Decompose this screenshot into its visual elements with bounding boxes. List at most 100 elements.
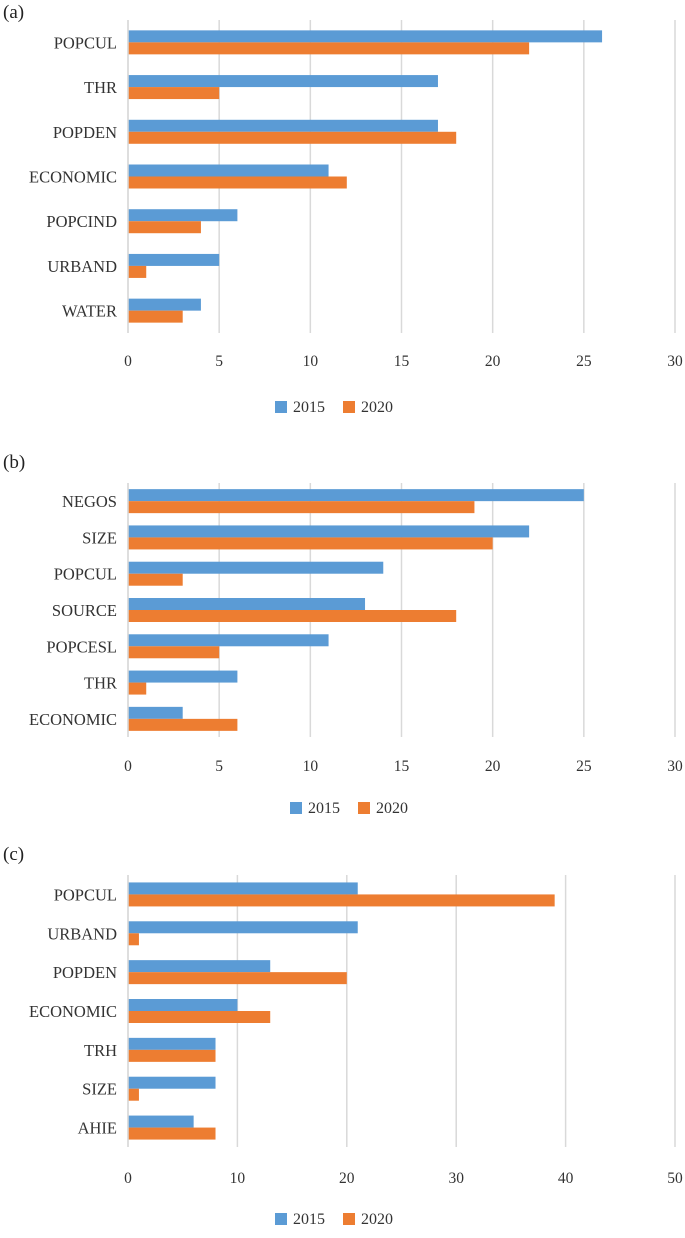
legend-swatch-2015 (275, 401, 287, 413)
chart-panel-b: (b) 0 5 10 15 20 25 30 NEGOS SIZE POPCUL SOURCE POP… (0, 450, 685, 830)
bar-chart-a: 0 5 10 15 20 25 30 POPCUL THR POPDEN ECONOMIC POPCI… (29, 20, 683, 416)
x-tick-label: 10 (230, 1170, 246, 1187)
bar-2020 (128, 894, 555, 907)
panel-label: (c) (3, 844, 25, 865)
x-tick-label: 5 (215, 353, 223, 370)
bar-2020 (128, 573, 183, 586)
legend-label-2015: 2015 (293, 1211, 325, 1228)
bar-2020 (128, 610, 457, 622)
bar-2020 (128, 87, 220, 100)
bar-chart-c: 0 10 20 30 40 50 POPCUL URBAND POPDEN ECONOMIC TRH… (29, 875, 683, 1228)
legend-swatch-2020 (343, 401, 355, 413)
legend-swatch-2020 (358, 802, 370, 814)
bar-2020 (128, 1127, 216, 1140)
x-tick-label: 25 (576, 353, 592, 370)
bar-2020 (128, 972, 347, 985)
bar-2015 (128, 75, 438, 88)
bar-2020 (128, 221, 201, 234)
x-tick-label: 20 (485, 758, 501, 775)
bar-2015 (128, 882, 358, 895)
bar-2020 (128, 682, 147, 695)
bar-2020 (128, 176, 347, 189)
bar-2015 (128, 960, 271, 973)
legend-label-2015: 2015 (293, 399, 325, 416)
category-label: SIZE (82, 528, 117, 547)
category-label: NEGOS (62, 492, 117, 511)
bar-2015 (128, 164, 329, 177)
category-label: THR (84, 78, 117, 97)
category-label: POPCESL (46, 637, 117, 656)
chart-panel-c: (c) 0 10 20 30 40 50 POPCUL URBAND POPDEN ECONOMI… (0, 842, 685, 1238)
bar-2020 (128, 933, 139, 946)
bar-2015 (128, 921, 358, 934)
category-label: URBAND (47, 257, 117, 276)
bar-2020 (128, 42, 530, 55)
category-label: TRH (84, 1041, 117, 1060)
category-label: POPCIND (46, 212, 117, 231)
x-tick-label: 10 (303, 353, 319, 370)
x-tick-label: 20 (339, 1170, 355, 1187)
bar-2020 (128, 1011, 271, 1023)
bar-2020 (128, 310, 183, 323)
bar-2015 (128, 1115, 194, 1128)
category-label: ECONOMIC (29, 168, 117, 187)
category-label: SIZE (82, 1080, 117, 1099)
x-tick-label: 15 (394, 758, 410, 775)
bar-2020 (128, 537, 493, 550)
bar-2015 (128, 30, 603, 43)
panel-label: (b) (3, 452, 26, 473)
panel-label: (a) (3, 2, 25, 23)
x-tick-label: 0 (124, 758, 132, 775)
category-label: ECONOMIC (29, 1002, 117, 1021)
bar-2020 (128, 131, 457, 144)
chart-panel-a: (a) 0 5 10 15 20 25 30 POPCUL THR POPDEN ECONOMIC P… (0, 0, 685, 440)
bar-2015 (128, 489, 584, 502)
bar-2020 (128, 1088, 139, 1101)
bar-chart-b: 0 5 10 15 20 25 30 NEGOS SIZE POPCUL SOURCE POPCESL… (29, 483, 683, 817)
legend-swatch-2020 (343, 1213, 355, 1225)
legend-label-2020: 2020 (361, 1211, 393, 1228)
category-label: SOURCE (52, 601, 117, 620)
bar-2015 (128, 1076, 216, 1089)
x-tick-label: 0 (124, 353, 132, 370)
category-label: POPCUL (54, 885, 117, 904)
x-tick-label: 10 (303, 758, 319, 775)
bar-2015 (128, 561, 384, 574)
bar-2015 (128, 598, 366, 610)
x-tick-label: 0 (124, 1170, 132, 1187)
bar-2020 (128, 501, 475, 514)
bar-2015 (128, 634, 329, 647)
category-label: POPDEN (53, 123, 117, 142)
bar-2015 (128, 209, 238, 222)
x-tick-label: 40 (558, 1170, 574, 1187)
bar-2015 (128, 253, 220, 266)
legend-label-2015: 2015 (308, 800, 340, 817)
x-tick-label: 30 (667, 353, 683, 370)
bar-2015 (128, 119, 438, 132)
x-tick-label: 30 (448, 1170, 464, 1187)
x-tick-label: 50 (667, 1170, 683, 1187)
bar-2015 (128, 670, 238, 683)
legend-swatch-2015 (275, 1213, 287, 1225)
x-tick-label: 5 (215, 758, 223, 775)
bar-2020 (128, 265, 147, 278)
legend-label-2020: 2020 (361, 399, 393, 416)
x-tick-label: 25 (576, 758, 592, 775)
bar-2015 (128, 298, 201, 311)
bar-2015 (128, 706, 183, 719)
legend-swatch-2015 (290, 802, 302, 814)
category-label: ECONOMIC (29, 710, 117, 729)
category-label: WATER (62, 302, 117, 321)
x-tick-label: 20 (485, 353, 501, 370)
legend-label-2020: 2020 (376, 800, 408, 817)
bar-2015 (128, 1037, 216, 1050)
category-label: POPCUL (54, 565, 117, 584)
bar-2020 (128, 1049, 216, 1062)
x-tick-label: 30 (667, 758, 683, 775)
x-tick-label: 15 (394, 353, 410, 370)
category-label: AHIE (78, 1119, 117, 1138)
bar-2020 (128, 646, 220, 659)
category-label: POPCUL (54, 33, 117, 52)
category-label: URBAND (47, 924, 117, 943)
category-label: THR (84, 674, 117, 693)
